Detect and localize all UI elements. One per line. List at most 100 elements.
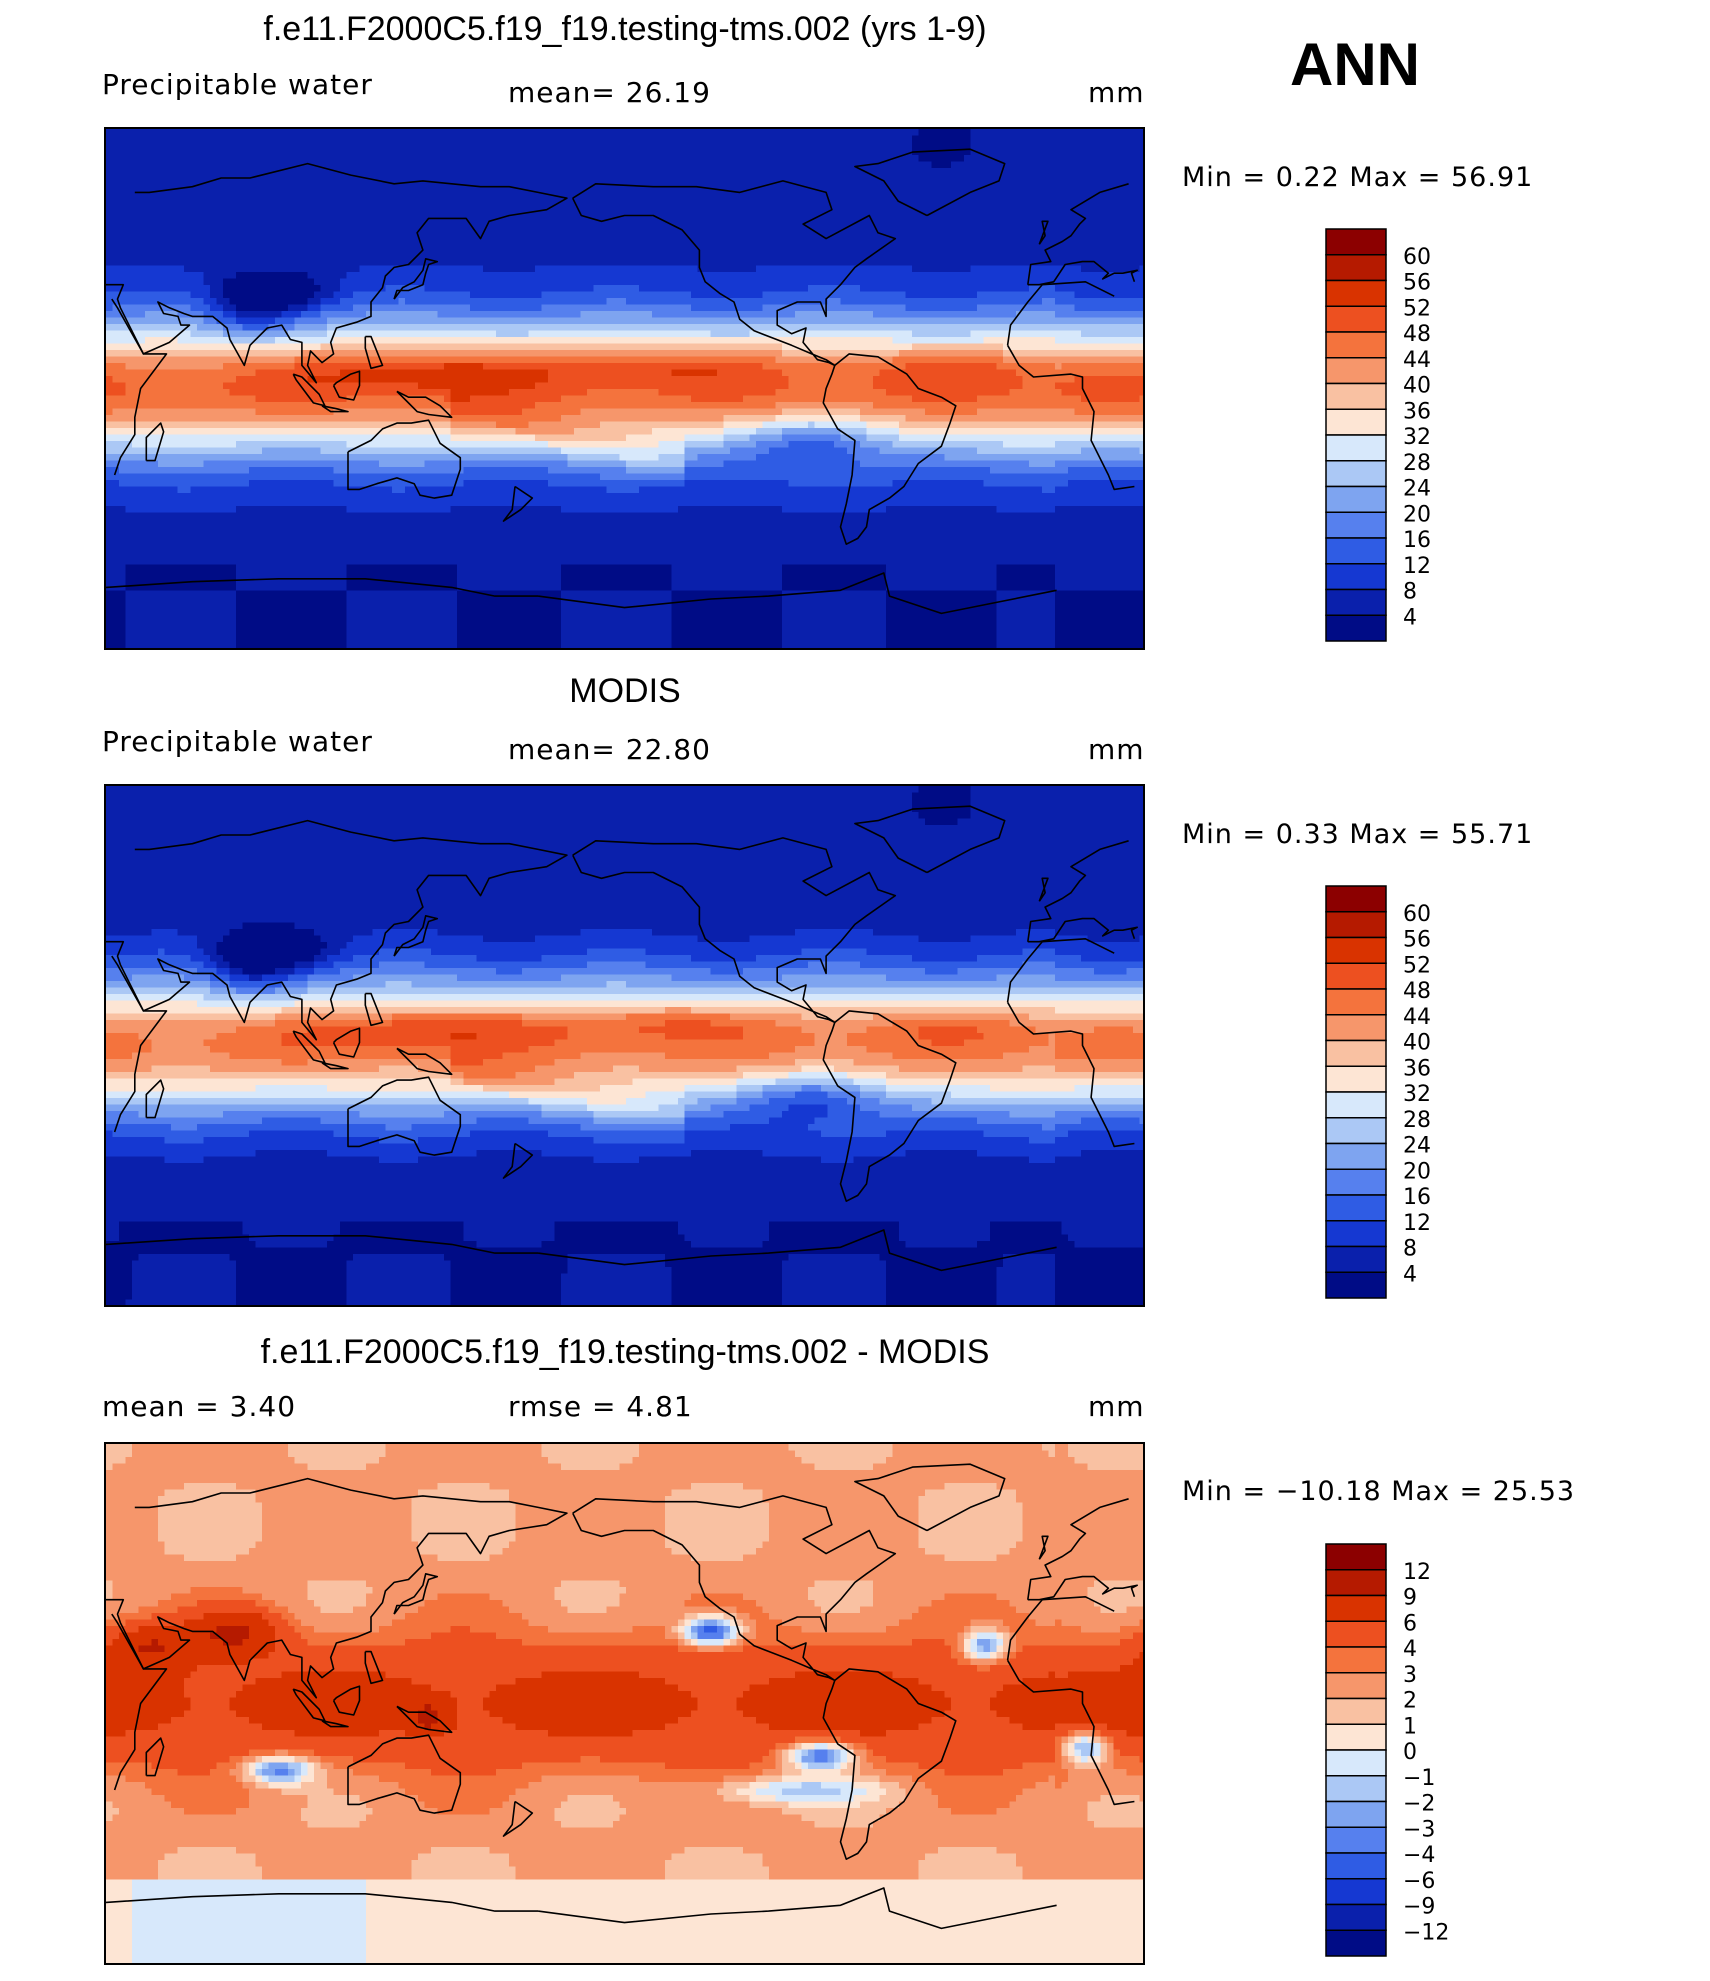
field-cell: [873, 155, 881, 163]
field-cell: [1081, 181, 1089, 189]
field-cell: [223, 285, 231, 293]
field-cell: [268, 259, 276, 267]
field-cell: [710, 304, 718, 312]
field-cell: [899, 278, 907, 286]
field-cell: [782, 317, 790, 325]
field-cell: [528, 207, 536, 215]
field-cell: [1016, 252, 1024, 260]
field-cell: [262, 324, 270, 332]
field-cell: [892, 207, 900, 215]
field-cell: [847, 142, 855, 150]
field-cell: [990, 259, 998, 267]
field-cell: [509, 265, 517, 273]
field-cell: [418, 213, 426, 221]
field-cell: [801, 304, 809, 312]
field-cell: [951, 207, 959, 215]
field-cell: [327, 148, 335, 156]
field-cell: [866, 278, 874, 286]
field-cell: [190, 207, 198, 215]
field-cell: [496, 272, 504, 280]
field-cell: [320, 220, 328, 228]
field-cell: [736, 291, 744, 299]
field-cell: [600, 291, 608, 299]
field-cell: [333, 129, 341, 137]
field-cell: [275, 187, 283, 195]
field-cell: [879, 317, 887, 325]
field-cell: [964, 317, 972, 325]
field-cell: [1048, 226, 1056, 234]
field-cell: [925, 129, 933, 137]
field-cell: [561, 187, 569, 195]
field-cell: [671, 291, 679, 299]
field-cell: [1048, 239, 1056, 247]
field-cell: [190, 304, 198, 312]
field-cell: [385, 226, 393, 234]
field-cell: [788, 298, 796, 306]
field-cell: [619, 200, 627, 208]
field-cell: [788, 207, 796, 215]
field-cell: [535, 226, 543, 234]
field-cell: [476, 291, 484, 299]
field-cell: [119, 226, 127, 234]
field-cell: [762, 252, 770, 260]
field-cell: [294, 142, 302, 150]
field-cell: [574, 285, 582, 293]
field-cell: [1139, 155, 1143, 163]
field-cell: [138, 129, 146, 137]
field-cell: [151, 155, 159, 163]
field-cell: [548, 233, 556, 241]
field-cell: [437, 129, 445, 137]
field-cell: [509, 207, 517, 215]
field-cell: [450, 259, 458, 267]
field-cell: [463, 213, 471, 221]
field-cell: [990, 220, 998, 228]
field-cell: [106, 187, 114, 195]
field-cell: [762, 174, 770, 182]
field-cell: [691, 265, 699, 273]
field-cell: [171, 272, 179, 280]
field-cell: [268, 181, 276, 189]
field-cell: [320, 135, 328, 143]
field-cell: [229, 317, 237, 325]
field-cell: [1016, 272, 1024, 280]
field-cell: [912, 142, 920, 150]
field-cell: [281, 194, 289, 202]
field-cell: [626, 220, 634, 228]
field-cell: [119, 174, 127, 182]
field-cell: [977, 200, 985, 208]
field-cell: [723, 298, 731, 306]
field-cell: [281, 187, 289, 195]
field-cell: [1126, 142, 1134, 150]
field-cell: [294, 207, 302, 215]
field-cell: [723, 324, 731, 332]
field-cell: [671, 187, 679, 195]
field-cell: [1048, 259, 1056, 267]
field-cell: [301, 148, 309, 156]
field-cell: [197, 220, 205, 228]
field-cell: [125, 129, 133, 137]
field-cell: [385, 324, 393, 332]
field-cell: [697, 213, 705, 221]
field-cell: [372, 155, 380, 163]
field-cell: [769, 304, 777, 312]
field-cell: [528, 200, 536, 208]
field-cell: [1022, 298, 1030, 306]
field-cell: [678, 129, 686, 137]
field-cell: [957, 324, 965, 332]
field-cell: [645, 181, 653, 189]
field-cell: [892, 174, 900, 182]
field-cell: [730, 181, 738, 189]
field-cell: [132, 220, 140, 228]
field-cell: [697, 317, 705, 325]
field-cell: [743, 142, 751, 150]
field-cell: [483, 129, 491, 137]
field-cell: [580, 311, 588, 319]
field-cell: [424, 285, 432, 293]
field-cell: [808, 207, 816, 215]
field-cell: [756, 259, 764, 267]
field-cell: [996, 246, 1004, 254]
field-cell: [697, 298, 705, 306]
field-cell: [346, 161, 354, 169]
field-cell: [600, 324, 608, 332]
field-cell: [574, 142, 582, 150]
